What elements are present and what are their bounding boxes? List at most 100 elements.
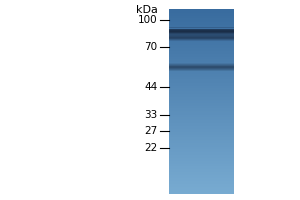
Bar: [169, 104, 234, 105]
Bar: [169, 63, 234, 64]
Bar: [169, 148, 234, 149]
Bar: [169, 44, 234, 45]
Bar: [169, 92, 234, 93]
Text: 33: 33: [144, 110, 158, 120]
Bar: [169, 10, 234, 11]
Bar: [169, 95, 234, 96]
Bar: [169, 131, 234, 132]
Bar: [169, 165, 234, 166]
Bar: [169, 68, 234, 69]
Bar: [169, 18, 234, 19]
Bar: [169, 14, 234, 15]
Bar: [169, 58, 234, 59]
Bar: [169, 12, 234, 13]
Bar: [169, 155, 234, 156]
Bar: [169, 32, 234, 33]
Bar: [169, 48, 234, 49]
Bar: [169, 161, 234, 162]
Bar: [169, 133, 234, 134]
Bar: [169, 35, 234, 36]
Bar: [169, 44, 234, 45]
Bar: [169, 36, 234, 37]
Bar: [169, 168, 234, 169]
Bar: [169, 70, 234, 71]
Bar: [169, 69, 234, 70]
Bar: [169, 29, 234, 30]
Bar: [169, 100, 234, 101]
Bar: [169, 117, 234, 118]
Bar: [169, 85, 234, 86]
Bar: [169, 22, 234, 23]
Bar: [169, 186, 234, 187]
Bar: [169, 138, 234, 139]
Bar: [169, 135, 234, 136]
Bar: [169, 169, 234, 170]
Bar: [169, 177, 234, 178]
Bar: [169, 88, 234, 89]
Bar: [169, 87, 234, 88]
Bar: [169, 116, 234, 117]
Bar: [169, 54, 234, 55]
Bar: [169, 105, 234, 106]
Bar: [169, 171, 234, 172]
Bar: [169, 69, 234, 70]
Bar: [169, 143, 234, 144]
Bar: [169, 103, 234, 104]
Bar: [169, 113, 234, 114]
Bar: [169, 116, 234, 117]
Bar: [169, 76, 234, 77]
Bar: [169, 114, 234, 115]
Bar: [169, 71, 234, 72]
Bar: [169, 135, 234, 136]
Bar: [169, 56, 234, 57]
Bar: [169, 181, 234, 182]
Bar: [169, 191, 234, 192]
Bar: [169, 52, 234, 53]
Bar: [169, 121, 234, 122]
Bar: [169, 185, 234, 186]
Bar: [169, 29, 234, 30]
Bar: [169, 40, 234, 41]
Bar: [169, 92, 234, 93]
Bar: [169, 122, 234, 123]
Bar: [169, 9, 234, 10]
Bar: [169, 51, 234, 52]
Bar: [169, 107, 234, 108]
Bar: [169, 63, 234, 64]
Bar: [169, 34, 234, 35]
Bar: [169, 12, 234, 13]
Bar: [169, 190, 234, 191]
Bar: [169, 100, 234, 101]
Bar: [169, 170, 234, 171]
Bar: [169, 57, 234, 58]
Bar: [169, 161, 234, 162]
Bar: [169, 126, 234, 127]
Bar: [169, 102, 234, 103]
Bar: [169, 193, 234, 194]
Bar: [169, 125, 234, 126]
Bar: [169, 47, 234, 48]
Bar: [169, 64, 234, 65]
Bar: [169, 34, 234, 35]
Bar: [169, 38, 234, 39]
Bar: [169, 31, 234, 32]
Text: 27: 27: [144, 126, 158, 136]
Bar: [169, 89, 234, 90]
Bar: [169, 179, 234, 180]
Bar: [169, 97, 234, 98]
Bar: [169, 157, 234, 158]
Bar: [169, 160, 234, 161]
Bar: [169, 183, 234, 184]
Bar: [169, 105, 234, 106]
Bar: [169, 37, 234, 38]
Bar: [169, 175, 234, 176]
Bar: [169, 156, 234, 157]
Bar: [169, 172, 234, 173]
Bar: [169, 183, 234, 184]
Bar: [169, 140, 234, 141]
Bar: [169, 15, 234, 16]
Bar: [169, 34, 234, 35]
Bar: [169, 146, 234, 147]
Text: 22: 22: [144, 143, 158, 153]
Bar: [169, 27, 234, 28]
